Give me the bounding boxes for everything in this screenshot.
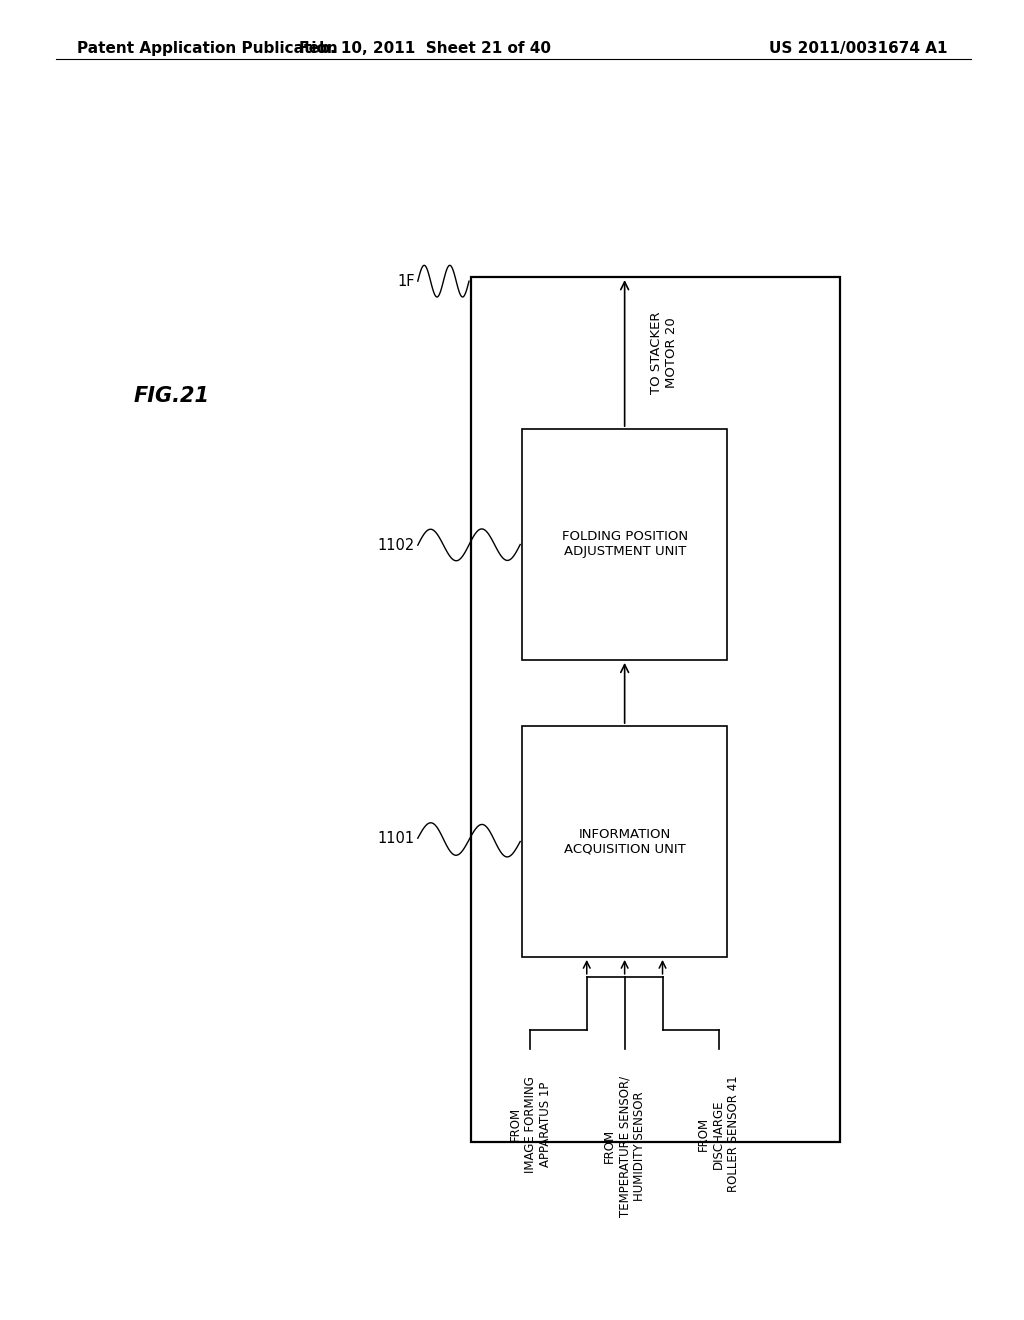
Text: FROM
IMAGE FORMING
APPARATUS 1P: FROM IMAGE FORMING APPARATUS 1P <box>509 1076 552 1172</box>
Text: 1101: 1101 <box>378 830 415 846</box>
Text: FIG.21: FIG.21 <box>133 385 209 407</box>
Text: INFORMATION
ACQUISITION UNIT: INFORMATION ACQUISITION UNIT <box>564 828 685 855</box>
Text: Patent Application Publication: Patent Application Publication <box>77 41 338 55</box>
Text: 1102: 1102 <box>378 537 415 553</box>
Text: FROM
TEMPERATURE SENSOR/
HUMIDITY SENSOR: FROM TEMPERATURE SENSOR/ HUMIDITY SENSOR <box>603 1076 646 1217</box>
Bar <box>522 429 727 660</box>
Text: TO STACKER
MOTOR 20: TO STACKER MOTOR 20 <box>650 312 678 395</box>
Text: Feb. 10, 2011  Sheet 21 of 40: Feb. 10, 2011 Sheet 21 of 40 <box>299 41 551 55</box>
Text: US 2011/0031674 A1: US 2011/0031674 A1 <box>769 41 947 55</box>
Text: FROM
DISCHARGE
ROLLER SENSOR 41: FROM DISCHARGE ROLLER SENSOR 41 <box>697 1076 740 1192</box>
Text: 1F: 1F <box>397 273 415 289</box>
Bar <box>522 726 727 957</box>
Text: FOLDING POSITION
ADJUSTMENT UNIT: FOLDING POSITION ADJUSTMENT UNIT <box>561 531 688 558</box>
Bar <box>471 277 840 1142</box>
